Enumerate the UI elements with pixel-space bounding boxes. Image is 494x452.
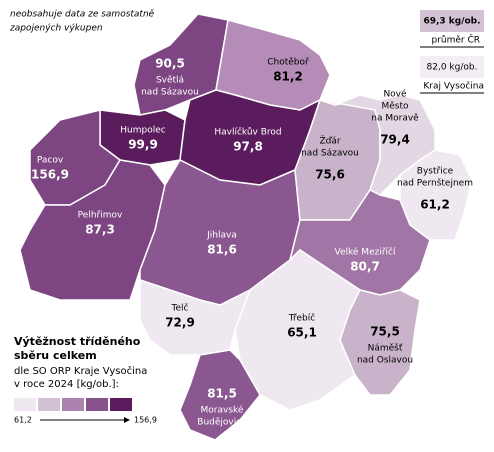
region <box>179 349 261 441</box>
region-value: 99,9 <box>128 138 158 152</box>
region-value: 90,5 <box>155 57 185 71</box>
region-value: 97,8 <box>233 140 263 154</box>
legend-max: 156,9 <box>134 416 157 425</box>
region-name: Telč <box>171 303 189 314</box>
region-name: Moravské <box>201 405 244 416</box>
region-value: 87,3 <box>85 223 115 237</box>
note: neobsahuje data ze samostatně <box>10 9 155 20</box>
legend-swatch <box>110 398 132 411</box>
region-value: 75,5 <box>370 325 400 339</box>
reference-value: 69,3 kg/ob. <box>423 17 480 27</box>
regions <box>19 13 473 441</box>
region <box>139 278 252 356</box>
region-name: na Moravě <box>371 114 419 124</box>
legend-subtitle: dle SO ORP Kraje Vysočina <box>14 365 147 377</box>
region-name: Pelhřimov <box>78 211 123 221</box>
labels: Světlá nad Sázavou 90,5 Chotěboř 81,2 Humpole… <box>31 57 473 428</box>
legend-swatch <box>86 398 108 411</box>
legend-swatch <box>38 398 60 411</box>
region-value: 65,1 <box>287 326 317 340</box>
region-name: Humpolec <box>120 126 165 136</box>
region-name: Nové <box>383 89 407 100</box>
reference-value: 82,0 kg/ob. <box>427 63 478 73</box>
region-name: Světlá <box>156 76 184 86</box>
region-value: 81,6 <box>207 243 237 257</box>
legend-subtitle: v roce 2024 [kg/ob.]: <box>14 379 119 390</box>
region-name: Náměšť <box>368 343 403 354</box>
region-name: Velké Meziříčí <box>335 247 396 258</box>
region-name: Žďár <box>319 135 340 147</box>
region-name: nad Pernštejnem <box>397 178 473 189</box>
region-name: Budějovice <box>197 418 247 428</box>
region-value: 61,2 <box>420 198 450 212</box>
region-name: Chotěboř <box>267 58 309 68</box>
region-value: 81,5 <box>207 387 237 401</box>
region-name: Pacov <box>37 156 64 166</box>
region-name: Jihlava <box>206 231 237 241</box>
reference-box <box>420 56 484 78</box>
region-value: 80,7 <box>350 260 380 274</box>
reference-box <box>420 10 484 32</box>
region <box>339 289 421 396</box>
reference-label: průměr ČR <box>431 34 480 46</box>
legend-title: sběru celkem <box>14 349 97 362</box>
legend-title: Výtěžnost tříděného <box>14 335 141 348</box>
region-name: Město <box>381 102 409 112</box>
region-name: Třebíč <box>288 313 315 324</box>
legend-swatch <box>14 398 36 411</box>
note: zapojených výkupen <box>9 24 103 34</box>
region-value: 156,9 <box>31 168 69 182</box>
legend <box>14 398 132 411</box>
region-name: Bystřice <box>417 167 454 177</box>
region-name: nad Sázavou <box>301 149 359 159</box>
region-value: 72,9 <box>165 316 195 330</box>
region-value: 75,6 <box>315 168 345 182</box>
legend-swatch <box>62 398 84 411</box>
reference-label: Kraj Vysočina <box>423 81 484 92</box>
legend-min: 61,2 <box>14 416 32 425</box>
region-value: 81,2 <box>273 70 303 84</box>
region-name: Havlíčkův Brod <box>214 127 281 138</box>
legend-arrowhead <box>124 417 130 423</box>
region-value: 79,4 <box>380 133 410 147</box>
region-name: nad Sázavou <box>141 88 199 98</box>
region-name: nad Oslavou <box>357 356 413 366</box>
